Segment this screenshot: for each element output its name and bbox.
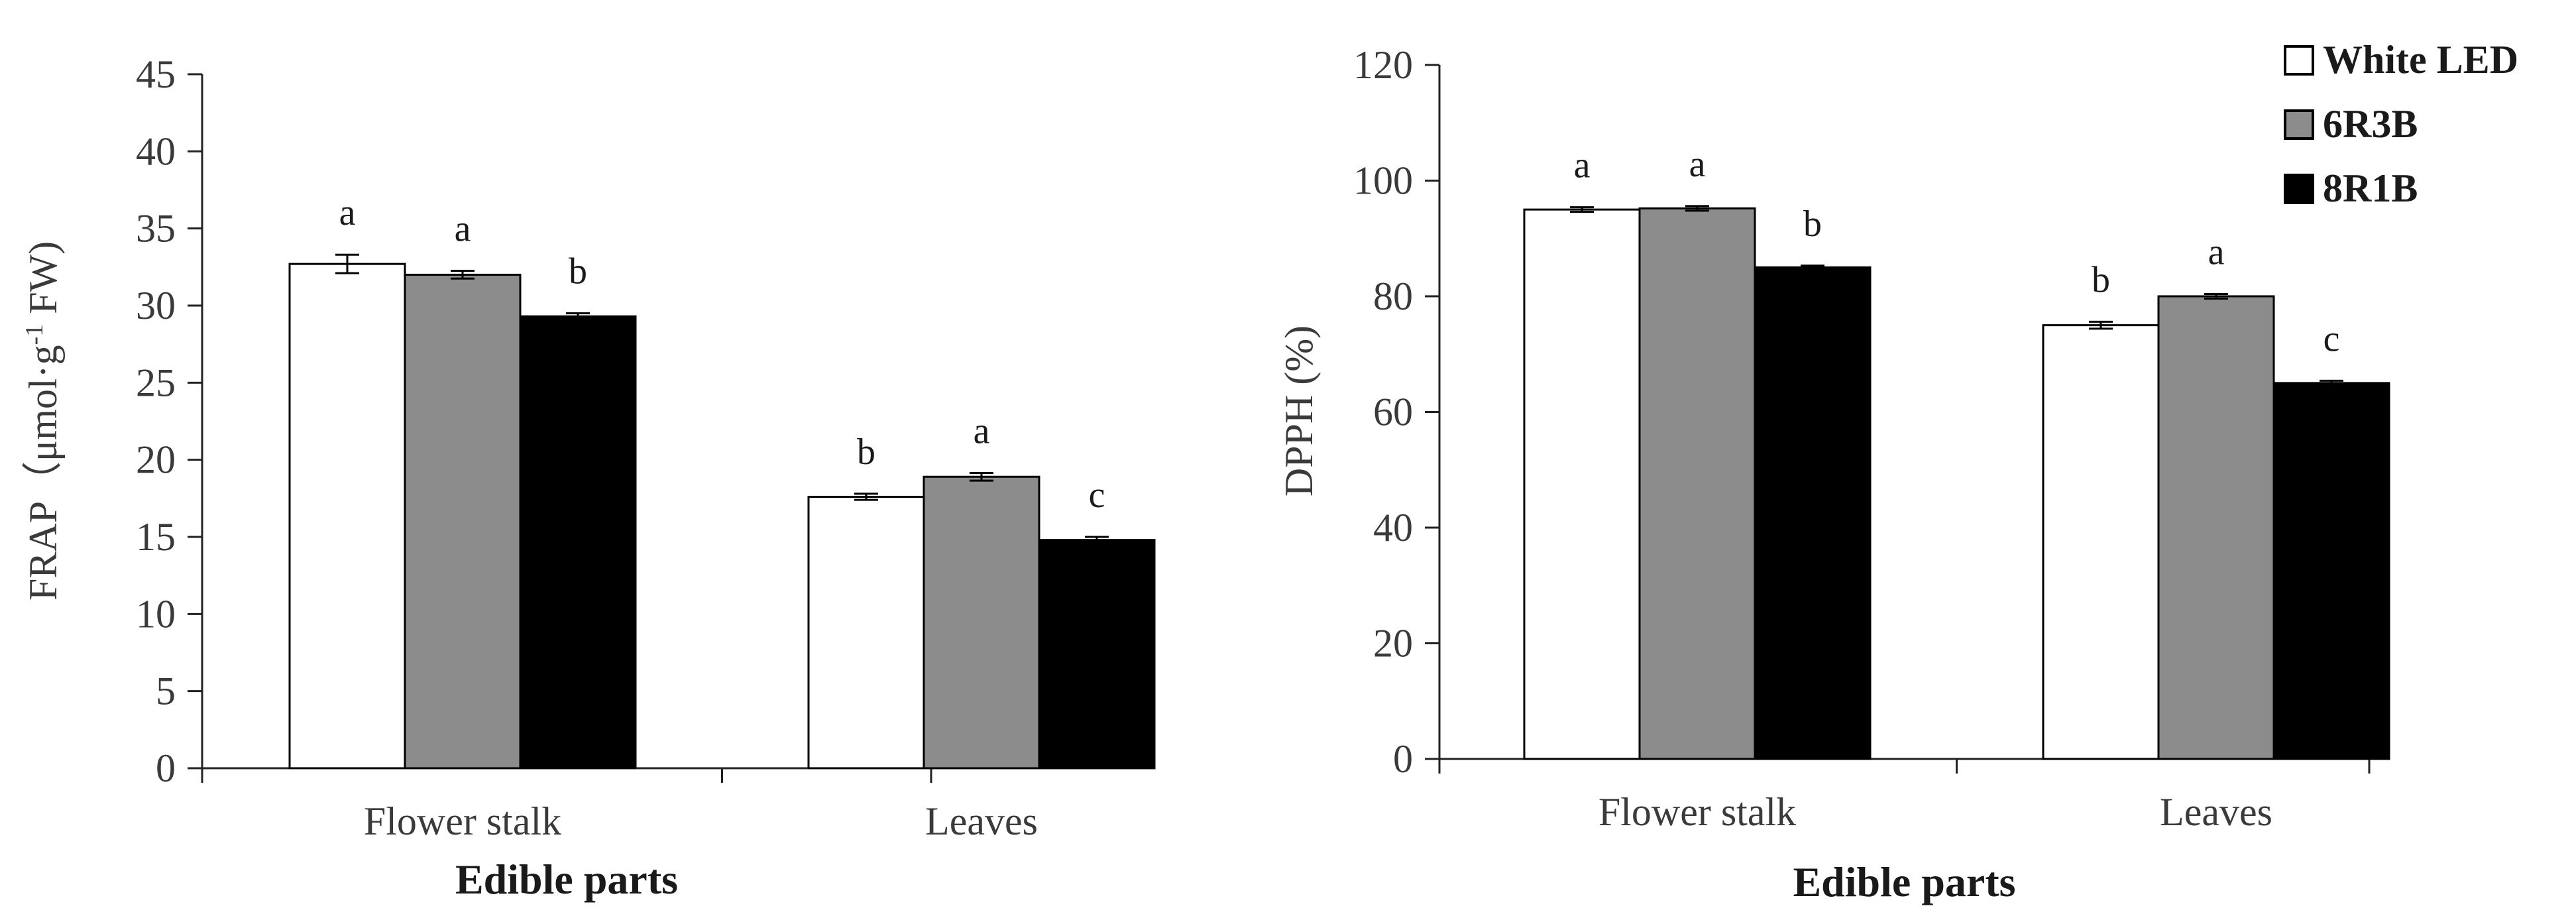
- bar: [1523, 208, 1641, 760]
- legend-swatch: [2284, 174, 2314, 204]
- y-tick-label: 15: [136, 515, 176, 559]
- legend-label: 6R3B: [2323, 102, 2418, 146]
- y-axis-title: FRAP（μmol·g-1 FW): [21, 241, 65, 601]
- significance-letter: a: [2208, 232, 2225, 273]
- bar: [1038, 539, 1156, 770]
- y-tick-label: 20: [136, 438, 176, 482]
- y-tick-label: 35: [136, 207, 176, 251]
- x-axis-title: Edible parts: [1793, 858, 2015, 905]
- bar: [807, 496, 925, 770]
- y-tick-label: 10: [136, 592, 176, 636]
- x-tick-label: Leaves: [2160, 790, 2272, 834]
- y-tick-label: 40: [136, 129, 176, 173]
- x-tick-label: Leaves: [925, 799, 1038, 843]
- significance-letter: b: [2092, 259, 2110, 300]
- x-axis-title: Edible parts: [455, 856, 678, 903]
- significance-letter: b: [569, 251, 587, 292]
- chart-2: 0 20 40 60 80 100 120 a a b Flower stalk b a c Leaves E…: [1277, 43, 2390, 905]
- y-tick-label: 0: [1393, 737, 1413, 781]
- legend-label: 8R1B: [2323, 166, 2418, 210]
- bar: [2042, 324, 2160, 760]
- y-tick-label: 5: [156, 669, 176, 713]
- bar: [923, 475, 1040, 770]
- y-tick-label: 25: [136, 361, 176, 404]
- y-tick-label: 120: [1353, 43, 1413, 87]
- legend-swatch: [2284, 45, 2314, 76]
- y-tick-label: 0: [156, 746, 176, 790]
- legend-swatch: [2284, 109, 2314, 140]
- bar: [2272, 382, 2390, 760]
- y-tick-label: 80: [1373, 274, 1413, 318]
- y-tick-label: 60: [1373, 390, 1413, 434]
- bar: [519, 315, 637, 770]
- significance-letter: a: [455, 209, 471, 250]
- significance-letter: a: [1574, 145, 1591, 186]
- significance-letter: a: [1689, 144, 1706, 185]
- significance-letter: c: [2324, 318, 2340, 359]
- significance-letter: b: [857, 432, 875, 473]
- x-tick-label: Flower stalk: [364, 799, 561, 843]
- legend: White LED 6R3B 8R1B: [2284, 38, 2518, 210]
- significance-letter: c: [1089, 475, 1105, 516]
- legend-label: White LED: [2323, 38, 2518, 82]
- bar: [288, 262, 406, 770]
- significance-letter: b: [1803, 203, 1822, 245]
- bar: [404, 273, 522, 770]
- chart-1: 0 5 10 15 20 25 30 35 40 45 a a b Flower stalk b a c Leav…: [21, 52, 1156, 903]
- y-axis-title: DPPH (%): [1277, 325, 1321, 496]
- y-tick-label: 100: [1353, 159, 1413, 203]
- y-tick-label: 40: [1373, 506, 1413, 549]
- y-tick-label: 30: [136, 284, 176, 327]
- bar: [1638, 207, 1756, 760]
- y-tick-label: 20: [1373, 622, 1413, 665]
- y-tick-label: 45: [136, 52, 176, 96]
- x-tick-label: Flower stalk: [1598, 790, 1796, 834]
- significance-letter: a: [974, 410, 990, 451]
- significance-letter: a: [339, 192, 356, 233]
- bar: [2157, 295, 2275, 760]
- bar: [1754, 266, 1872, 760]
